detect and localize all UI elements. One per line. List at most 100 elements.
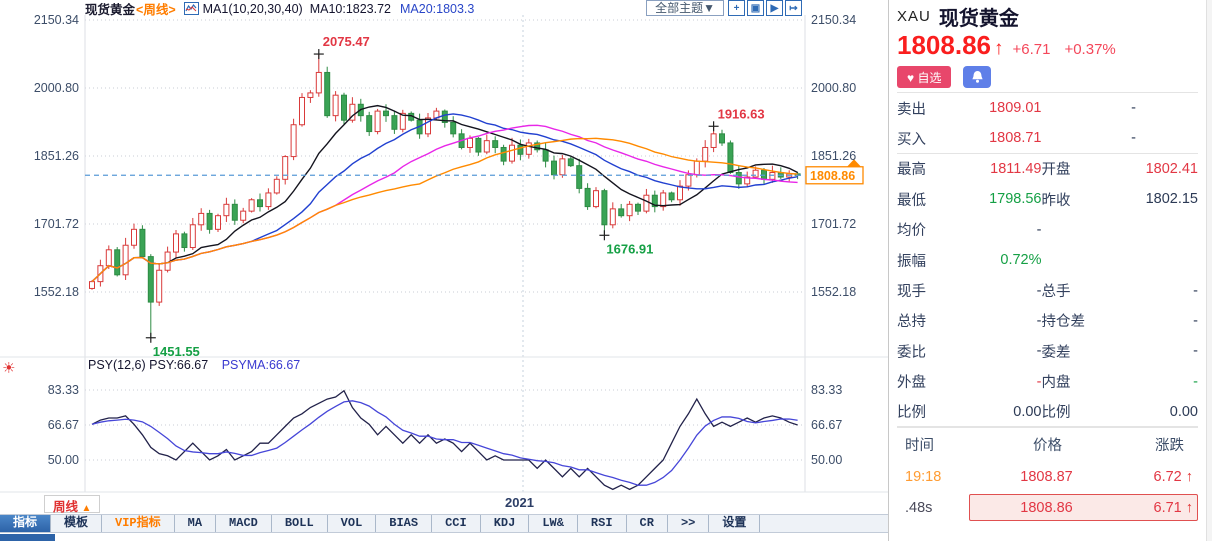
tick-time: .48s — [905, 499, 933, 516]
ma20-value-label: MA20:1803.3 — [400, 1, 475, 16]
candle-body — [710, 133, 717, 148]
period-selector-button[interactable]: 周线 ▲ — [44, 495, 101, 514]
price-alert-button[interactable] — [963, 66, 992, 88]
candle-body — [114, 249, 121, 276]
period-selector-label: 周线 — [53, 500, 79, 514]
tick-row-19:18[interactable]: 19:18 1808.87 6.72 ↑ — [897, 461, 1198, 492]
tab-KDJ[interactable]: KDJ — [481, 515, 530, 532]
current-price-tag — [805, 166, 864, 185]
candle-body — [240, 210, 247, 221]
indicator-tab-bar: 指标 模板 VIP指标 MA MACD BOLL VOL BIAS CCI KDJ LW& RSI CR… — [0, 514, 888, 533]
value-1802.41: 1802.41 — [1145, 160, 1198, 177]
pan-icon[interactable]: + — [728, 0, 745, 16]
tab-VOL[interactable]: VOL — [328, 515, 377, 532]
candle-body — [744, 176, 751, 185]
symbol-title: 现货黄金 — [85, 3, 136, 17]
tab-模板[interactable]: 模板 — [51, 515, 103, 532]
tick-table: 19:18 1808.87 6.72 ↑ .48s 1808.86 6.71 ↑ — [897, 461, 1198, 523]
value--: - — [1131, 100, 1136, 117]
tab-设置[interactable]: 设置 — [709, 515, 761, 532]
candle-body — [282, 156, 289, 180]
value--: - — [1193, 343, 1198, 360]
x-axis-year-label: 2021 — [505, 495, 534, 510]
y-axis-label-left: 1851.26 — [34, 149, 79, 163]
candle-body — [173, 233, 179, 253]
candle-body — [752, 169, 759, 178]
info-row-均价: 均价 - — [897, 215, 1198, 245]
chart-canvas[interactable]: 1808.86 2075.47 1916.63 1676.91 1451.55 2150.… — [0, 0, 888, 495]
y-axis-label-right: 1851.26 — [811, 149, 856, 163]
info-row-最高: 最高 1811.49 开盘 1802.41 — [897, 154, 1198, 184]
zoom-area-icon[interactable]: ▣ — [747, 0, 764, 16]
scrollbar-track[interactable] — [1206, 0, 1212, 541]
candle-body — [467, 137, 473, 148]
action-buttons-row: ♥ 自选 — [897, 62, 1206, 92]
candle-body — [668, 192, 675, 201]
tick-change: 6.72 ↑ — [1153, 468, 1194, 485]
candle-body — [206, 212, 213, 230]
tab-VIP指标[interactable]: VIP指标 — [102, 515, 175, 532]
tab-RSI[interactable]: RSI — [578, 515, 627, 532]
candle-body — [156, 269, 163, 303]
tab-指标[interactable]: 指标 — [0, 515, 52, 532]
symbol-code: XAU — [897, 7, 931, 25]
candle-body — [618, 208, 625, 217]
current-price-tag-text: 1808.86 — [810, 169, 855, 183]
value--: - — [1036, 343, 1042, 360]
info-row-总持: 总持 - 持仓差 - — [897, 306, 1198, 336]
candle-body — [391, 115, 398, 130]
candle-body — [584, 187, 591, 208]
candle-body — [299, 96, 305, 126]
label-持仓差: 持仓差 — [1041, 314, 1086, 331]
play-chart-icon[interactable]: ▶ — [766, 0, 783, 16]
candle-body — [727, 142, 734, 173]
info-row-振幅: 振幅 0.72% — [897, 245, 1198, 275]
psy-axis-label-right: 50.00 — [811, 453, 842, 467]
tick-row-.48s[interactable]: .48s 1808.86 6.71 ↑ — [897, 492, 1198, 523]
chart-header: 现货黄金 <周线> MA1(10,20,30,40) MA10:1823.72 … — [85, 0, 805, 18]
period-badge: <周线> — [136, 3, 176, 17]
candle-body — [517, 144, 524, 155]
psy-axis-label-right: 83.33 — [811, 383, 842, 397]
tab-CR[interactable]: CR — [627, 515, 668, 532]
info-row-比例: 比例 0.00 比例 0.00 — [897, 397, 1198, 428]
candle-body — [189, 224, 196, 249]
tab-BOLL[interactable]: BOLL — [272, 515, 328, 532]
candle-body — [425, 117, 431, 135]
candle-body — [483, 140, 490, 153]
psy-value-label: PSY(12,6) PSY:66.67 — [88, 358, 209, 372]
candle-body — [509, 144, 515, 162]
chart-toolbar: + ▣ ▶ ↦ — [728, 0, 802, 16]
tab-LW&[interactable]: LW& — [529, 515, 578, 532]
add-favorite-button[interactable]: ♥ 自选 — [897, 66, 952, 88]
tab-MACD[interactable]: MACD — [216, 515, 272, 532]
candle-body — [609, 208, 616, 226]
up-arrow-icon: ↑ — [993, 38, 1004, 59]
indicator-settings-sun-icon[interactable]: ☀ — [2, 360, 16, 377]
candle-body — [324, 71, 331, 117]
tab->>[interactable]: >> — [668, 515, 710, 532]
all-themes-dropdown[interactable]: 全部主题▼ — [646, 0, 724, 16]
y-axis-label-right: 1701.72 — [811, 217, 856, 231]
ma30-line — [91, 124, 798, 283]
tick-table-header: 时间 价格 涨跌 — [897, 427, 1198, 461]
price-change-percent: +0.37% — [1064, 41, 1116, 58]
candle-body — [492, 140, 499, 148]
candle-body — [635, 203, 641, 212]
candle-body — [307, 92, 314, 98]
export-icon[interactable]: ↦ — [785, 0, 802, 16]
tab-MA[interactable]: MA — [175, 515, 217, 532]
tick-price-box: 1808.86 6.71 ↑ — [969, 494, 1198, 522]
up-arrow-icon: ↑ — [1185, 468, 1193, 485]
candle-body — [273, 178, 280, 194]
quote-panel: XAU 现货黄金 1808.86 ↑ +6.71 +0.37% ♥ 自选 卖出 1… — [888, 0, 1206, 541]
tab-BIAS[interactable]: BIAS — [376, 515, 433, 532]
candle-body — [105, 249, 112, 267]
candle-body — [315, 71, 322, 94]
candle-body — [122, 244, 129, 276]
tick-change: 6.71 ↑ — [1153, 499, 1194, 516]
y-axis-label-left: 2150.34 — [34, 13, 79, 27]
candle-body — [567, 158, 574, 167]
info-row-卖出: 卖出 1809.01 - — [897, 93, 1198, 123]
tab-CCI[interactable]: CCI — [432, 515, 481, 532]
